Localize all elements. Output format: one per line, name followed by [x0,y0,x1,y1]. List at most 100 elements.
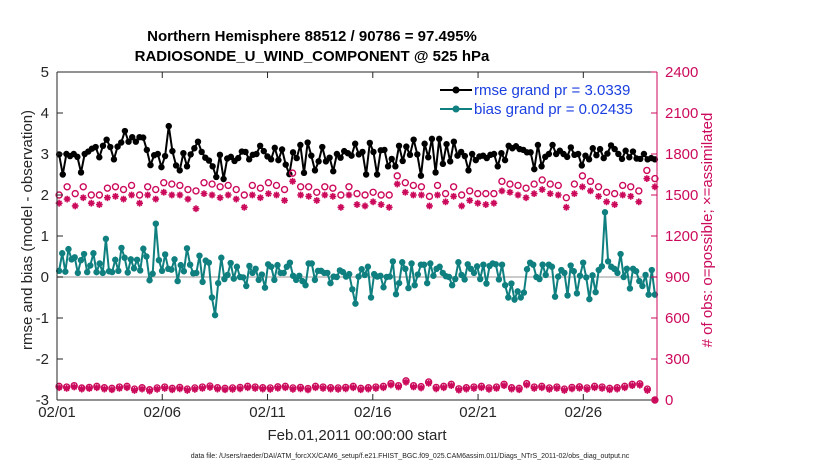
obs-possible-point [200,178,208,187]
obs-possible-point [288,169,297,177]
obs-possible-point [538,176,546,184]
obs-assimilated-low-point [478,384,485,392]
y-tick-label: 5 [41,64,49,81]
obs-possible-point [119,185,128,194]
obs-possible-point [586,177,595,186]
bias-point [517,294,524,301]
obs-assimilated-point [192,205,200,213]
obs-assimilated-point [554,191,562,199]
bias-point [583,274,590,281]
bias-point [349,286,356,293]
bias-point [380,284,387,291]
obs-assimilated-low-point [349,384,357,392]
obs-assimilated-low-point [402,378,410,386]
bias-point [108,268,116,276]
bias-point [492,261,500,268]
obs-assimilated-point [289,177,296,185]
rmse-point [443,140,450,148]
rmse-point [183,163,191,170]
obs-assimilated-low-point [493,384,500,392]
bias-point [96,260,103,267]
bias-point [186,261,194,268]
bias-point [83,268,91,276]
y-right-tick-label: 900 [665,269,690,286]
rmse-point [121,127,129,135]
bias-point [539,261,546,268]
rmse-point [399,157,406,165]
rmse-point [319,143,326,151]
obs-possible-point [393,172,401,180]
rmse-point [92,143,99,151]
obs-assimilated-point [281,197,288,204]
obs-assimilated-low-point [191,385,199,393]
obs-possible-point [87,191,96,199]
obs-assimilated-low-point [440,384,448,392]
rmse-point [282,161,289,168]
obs-possible-point [369,188,377,196]
obs-assimilated-low-point [395,383,402,391]
obs-assimilated-low-point [206,384,214,391]
rmse-point [315,158,322,165]
rmse-point [289,149,297,156]
obs-assimilated-point [313,197,321,204]
obs-assimilated-point [450,192,458,200]
obs-possible-point [353,189,361,198]
obs-assimilated-low-point [606,386,614,394]
bias-point [208,294,216,301]
bias-point [112,256,119,263]
obs-assimilated-point [55,199,63,207]
rmse-point [626,154,633,161]
bias-point [642,271,649,279]
rmse-point [297,141,304,149]
left-axis-ticks: 5 4 3 2 1 0 -1 -2 -3 [36,64,63,409]
bias-point [514,288,521,295]
rmse-point [494,163,501,170]
bias-point [461,276,468,283]
bias-point [271,276,278,284]
bias-point [601,209,609,216]
rmse-point [450,138,458,145]
rmse-point [370,148,377,156]
rmse-point [410,136,417,143]
rmse-point [604,150,611,157]
bias-point [258,271,266,278]
bias-point [395,279,403,287]
rmse-point [600,154,607,162]
x-tick-label: 02/06 [143,404,181,421]
obs-assimilated-point [377,201,385,208]
rmse-point [337,154,344,161]
rmse-point [531,165,538,173]
obs-assimilated-low-point [447,382,455,390]
obs-assimilated-low-point [342,385,350,393]
bias-point [87,262,94,269]
bias-point [280,269,287,277]
obs-assimilated-point [570,190,578,198]
bias-point [614,269,621,277]
obs-possible-point [610,189,619,198]
obs-assimilated-low-point [319,384,327,392]
bias-point [477,275,484,283]
bias-point [180,268,188,275]
bias-point [452,275,459,283]
bias-point [255,276,262,284]
rmse-point [534,141,542,149]
rmse-point [417,172,425,179]
rmse-point [629,148,637,155]
rmse-point [414,151,421,158]
rmse-point [235,154,242,162]
rmse-point [300,169,308,177]
bias-point [77,256,85,264]
bias-point [149,270,156,277]
rmse-point [77,169,85,176]
bias-point [604,258,612,265]
obs-assimilated-point [458,202,466,210]
y-tick-label: -3 [36,392,49,409]
obs-possible-point [313,188,321,196]
obs-assimilated-low-point [485,385,493,393]
rmse-point [275,156,282,164]
obs-assimilated-low-point [153,385,161,393]
bias-point [102,235,110,243]
obs-assimilated-point [579,183,586,191]
obs-assimilated-low-point [63,384,71,392]
obs-assimilated-point [240,203,248,211]
